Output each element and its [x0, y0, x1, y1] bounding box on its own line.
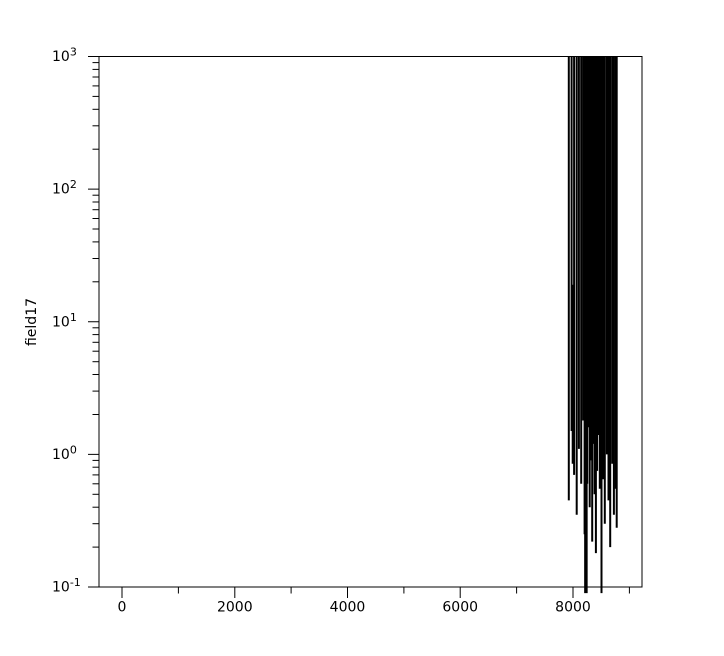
y-axis-title: field17 — [24, 298, 40, 346]
x-tick-label: 2000 — [217, 600, 253, 616]
x-tick-label: 6000 — [442, 600, 478, 616]
x-axis-minor-ticks — [177, 587, 630, 594]
y-tick-label: 10-1 — [52, 576, 81, 596]
x-axis-tick-labels: 0 2000 4000 6000 8000 — [118, 600, 591, 616]
x-axis-major-ticks — [121, 587, 574, 598]
y-tick-label: 103 — [52, 46, 77, 66]
x-tick-label: 0 — [118, 600, 127, 616]
y-tick-label: 102 — [52, 178, 77, 198]
y-axis-minor-ticks — [92, 62, 99, 548]
plot-frame — [98, 56, 643, 588]
data-series-spikes — [567, 56, 618, 594]
x-tick-label: 8000 — [555, 600, 591, 616]
y-axis-major-ticks — [88, 56, 99, 588]
y-tick-label: 101 — [52, 311, 77, 331]
y-axis-tick-labels: 103 102 101 100 10-1 — [52, 46, 81, 596]
plot-frame-group — [98, 56, 643, 588]
x-tick-label: 4000 — [330, 600, 366, 616]
y-tick-label: 100 — [52, 443, 77, 463]
